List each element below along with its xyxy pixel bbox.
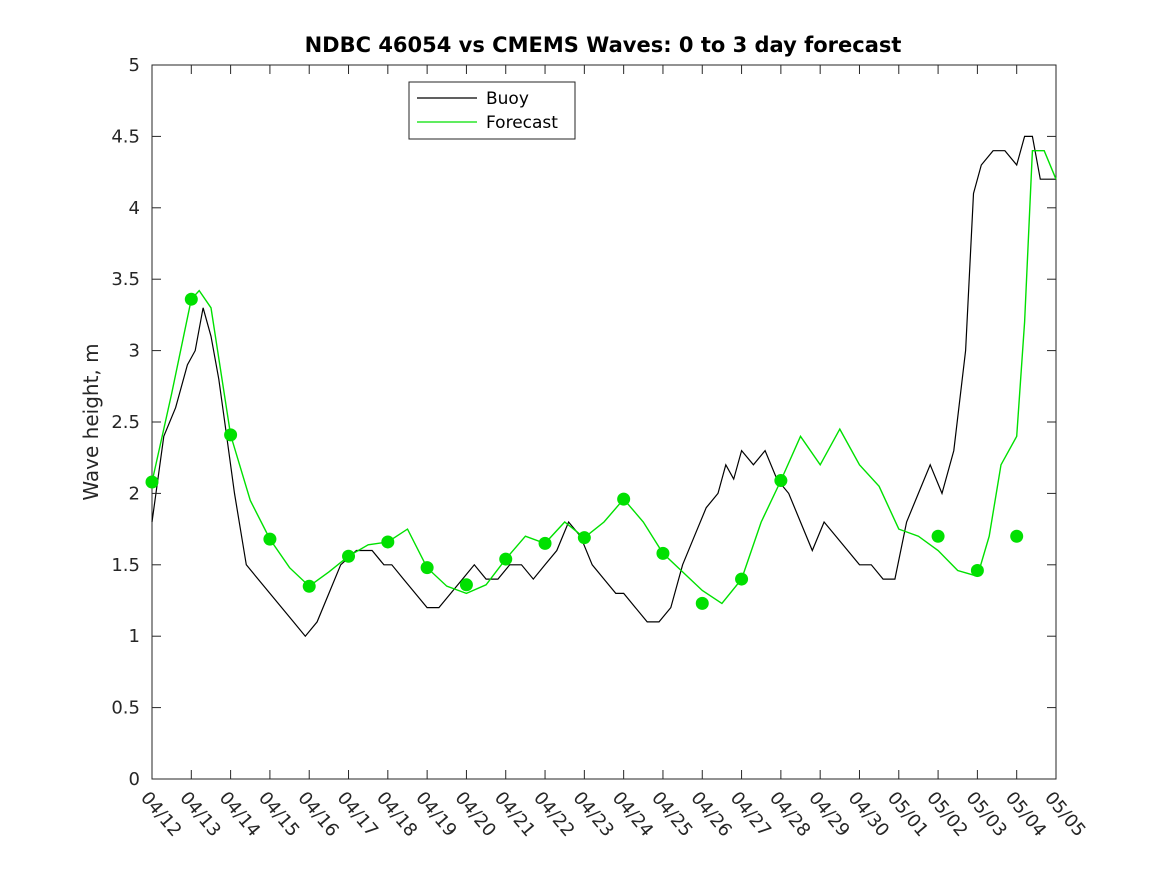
forecast-marker [617, 492, 631, 506]
y-tick-label: 4.5 [111, 126, 140, 147]
forecast-marker [145, 475, 159, 489]
y-axis: 0 0.5 1 1.5 2 2.5 3 3.5 4 4.5 5 [111, 55, 1056, 790]
y-tick-label: 1 [129, 626, 140, 647]
forecast-marker [656, 546, 670, 560]
forecast-marker [735, 572, 749, 586]
forecast-marker [970, 564, 984, 578]
legend-box [408, 81, 576, 140]
chart-title: NDBC 46054 vs CMEMS Waves: 0 to 3 day fo… [305, 33, 902, 57]
legend-buoy-label: Buoy [486, 89, 529, 109]
forecast-marker [184, 292, 198, 306]
forecast-marker [931, 529, 945, 543]
forecast-marker [420, 561, 434, 575]
forecast-marker [538, 536, 552, 550]
y-tick-label: 2 [129, 483, 140, 504]
forecast-marker [263, 532, 277, 546]
y-tick-label: 3 [129, 341, 140, 362]
marker-layer [145, 292, 1024, 610]
y-tick-label: 0.5 [111, 698, 140, 719]
y-tick-label: 1.5 [111, 555, 140, 576]
legend-forecast-label: Forecast [486, 113, 558, 133]
y-tick-label: 5 [129, 55, 140, 76]
forecast-marker [695, 596, 709, 610]
y-tick-label: 2.5 [111, 412, 140, 433]
y-tick-label: 3.5 [111, 269, 140, 290]
y-tick-label: 0 [129, 769, 140, 790]
forecast-marker [499, 552, 513, 566]
buoy-series-line [151, 135, 1056, 638]
forecast-marker [1010, 529, 1024, 543]
y-axis-label: Wave height, m [79, 343, 103, 500]
forecast-marker [342, 549, 356, 563]
forecast-marker [459, 578, 473, 592]
legend: Buoy Forecast [408, 81, 576, 140]
forecast-marker [302, 579, 316, 593]
forecast-marker [381, 535, 395, 549]
forecast-marker [774, 474, 788, 488]
plot-area [151, 64, 1057, 780]
forecast-marker [224, 428, 238, 442]
y-tick-label: 4 [129, 198, 140, 219]
forecast-marker [577, 531, 591, 545]
